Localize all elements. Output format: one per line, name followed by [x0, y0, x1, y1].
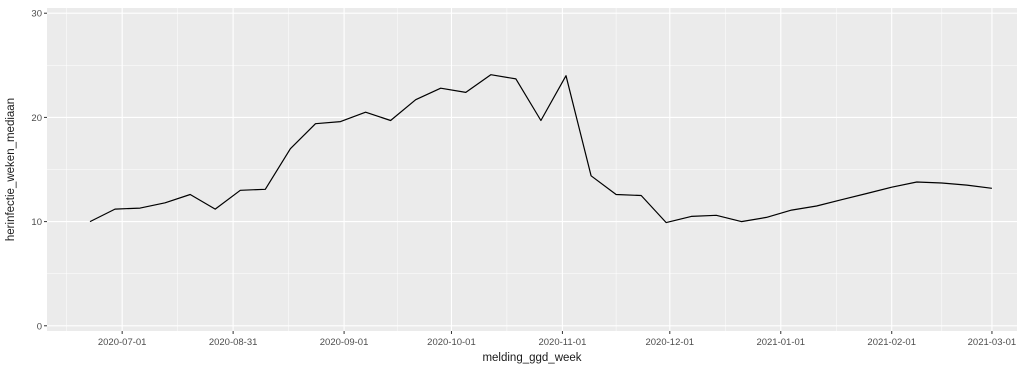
minor-gridlines	[47, 8, 1017, 331]
y-tick-label: 20	[31, 113, 42, 124]
series-line	[89, 74, 992, 224]
y-tick-label: 30	[31, 9, 42, 20]
x-tick-label: 2021-01-01	[756, 337, 805, 348]
x-axis: 2020-07-01 2020-08-31 2020-09-01 2020-10-01…	[98, 331, 1016, 348]
x-tick-label: 2020-11-01	[538, 337, 586, 348]
x-tick-label: 2020-10-01	[427, 337, 476, 348]
x-tick-label: 2021-03-01	[968, 337, 1017, 348]
x-axis-title: melding_ggd_week	[482, 352, 581, 364]
y-axis-title: herinfectie_weken_mediaan	[5, 98, 17, 241]
x-tick-label: 2020-08-31	[209, 337, 258, 348]
x-tick-label: 2020-07-01	[98, 337, 147, 348]
x-tick-label: 2020-12-01	[645, 337, 694, 348]
x-tick-label: 2020-09-01	[320, 337, 369, 348]
y-axis: 0 10 20 30	[31, 9, 47, 332]
x-tick-label: 2021-02-01	[867, 337, 916, 348]
major-gridlines	[47, 8, 1017, 331]
y-tick-label: 0	[37, 321, 42, 332]
series-layer	[89, 74, 992, 224]
y-tick-label: 10	[31, 217, 42, 228]
